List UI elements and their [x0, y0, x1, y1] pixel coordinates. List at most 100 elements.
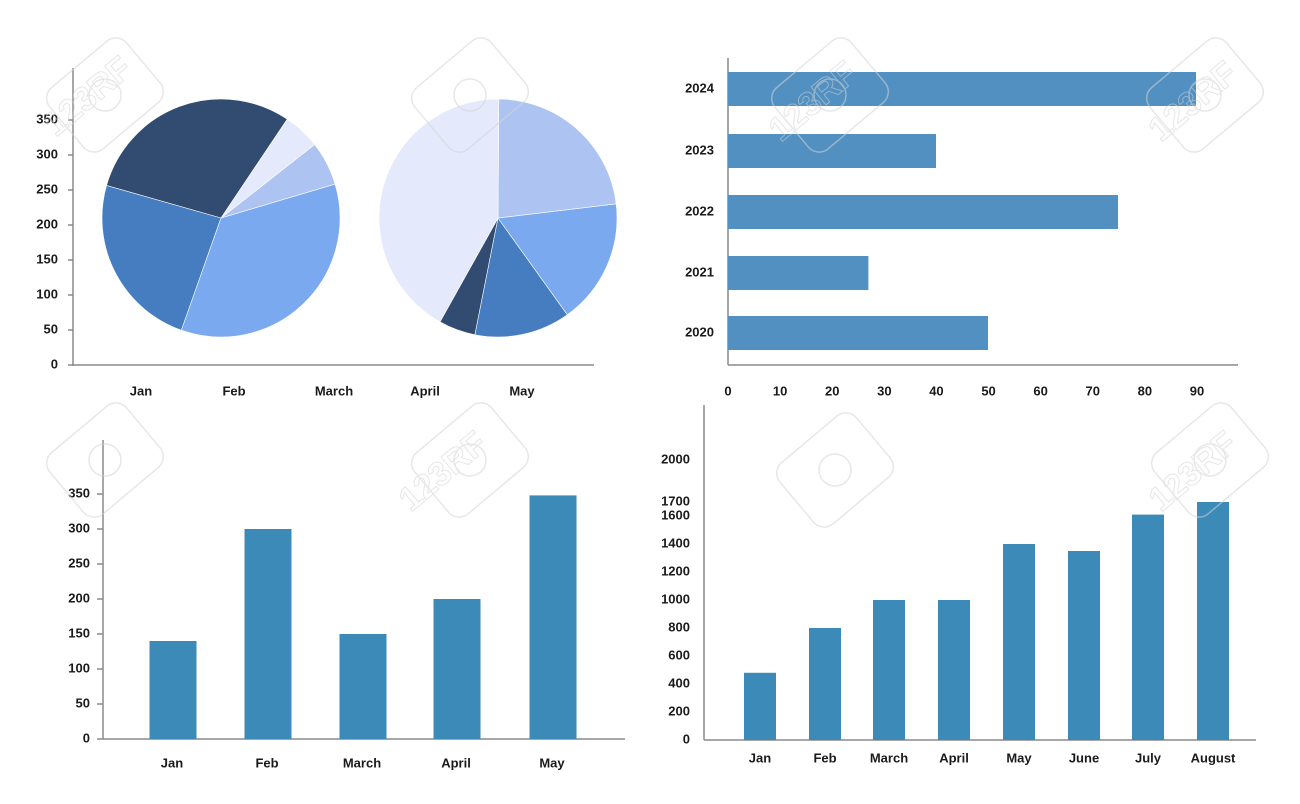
y-tick-label: 300	[68, 520, 90, 535]
y-tick-label: 50	[76, 695, 90, 710]
x-tick-label: Jan	[130, 383, 152, 398]
y-tick-label: 350	[68, 485, 90, 500]
y-tick-label: 2023	[685, 142, 714, 157]
y-tick-label: 350	[36, 111, 58, 126]
y-tick-label: 400	[668, 675, 690, 690]
bar	[809, 628, 841, 740]
x-tick-label: 80	[1138, 383, 1152, 398]
watermark-frame	[770, 37, 890, 153]
watermark-frame	[410, 37, 530, 153]
bar	[873, 600, 905, 740]
x-tick-label: Feb	[255, 755, 278, 770]
bar	[433, 599, 481, 739]
watermark-text: 123RF	[37, 49, 140, 144]
pie-slice	[474, 217, 568, 338]
x-tick-label: March	[315, 383, 353, 398]
watermark-lens	[88, 443, 122, 477]
pie	[101, 98, 341, 338]
x-tick-label: August	[1191, 750, 1236, 765]
x-tick-label: May	[509, 383, 535, 398]
watermark-icon	[45, 37, 165, 153]
bar	[1132, 514, 1164, 740]
x-tick-label: 40	[929, 383, 943, 398]
y-tick-label: 150	[36, 251, 58, 266]
watermark-lens	[1188, 78, 1222, 112]
x-tick-label: March	[343, 755, 381, 770]
y-tick-label: 0	[51, 356, 58, 371]
bar	[529, 495, 577, 739]
pie-slice	[497, 98, 617, 219]
x-tick-label: March	[870, 750, 908, 765]
watermark-lens	[818, 453, 852, 487]
bar	[728, 72, 1196, 106]
y-tick-label: 200	[68, 590, 90, 605]
y-tick-label: 2024	[685, 80, 715, 95]
watermark-lens	[453, 78, 487, 112]
watermark-frame	[410, 402, 530, 518]
watermark-icon	[770, 37, 890, 153]
bar	[1003, 544, 1035, 740]
pie-slice	[180, 183, 341, 338]
y-tick-label: 1700	[661, 493, 690, 508]
watermark-icon	[410, 37, 530, 153]
x-tick-label: April	[939, 750, 969, 765]
x-tick-label: May	[1006, 750, 1032, 765]
x-tick-label: 30	[877, 383, 891, 398]
watermark-frame	[45, 402, 165, 518]
watermark-frame	[45, 37, 165, 153]
bar	[728, 195, 1118, 229]
y-tick-label: 100	[36, 286, 58, 301]
y-tick-label: 800	[668, 619, 690, 634]
watermark-lens	[88, 78, 122, 112]
x-tick-label: 60	[1033, 383, 1047, 398]
y-tick-label: 200	[36, 216, 58, 231]
watermark-icon	[775, 412, 895, 528]
x-tick-label: April	[410, 383, 440, 398]
y-tick-label: 1400	[661, 535, 690, 550]
bar	[744, 672, 776, 740]
x-tick-label: 50	[981, 383, 995, 398]
watermark-icon	[410, 402, 530, 518]
y-tick-label: 600	[668, 647, 690, 662]
y-tick-label: 0	[83, 730, 90, 745]
x-tick-label: May	[539, 755, 565, 770]
x-tick-label: Jan	[749, 750, 771, 765]
y-tick-label: 1000	[661, 591, 690, 606]
bar	[1068, 551, 1100, 740]
watermark-frame	[775, 412, 895, 528]
x-tick-label: July	[1135, 750, 1162, 765]
y-tick-label: 2020	[685, 324, 714, 339]
watermark-icon	[1150, 402, 1270, 518]
watermark-lens	[453, 443, 487, 477]
x-tick-label: 70	[1086, 383, 1100, 398]
bar	[728, 256, 869, 290]
bar	[728, 134, 936, 168]
bar	[728, 316, 988, 350]
pie-slice	[378, 98, 500, 323]
bar	[938, 600, 970, 740]
y-tick-label: 100	[68, 660, 90, 675]
pie-slice	[101, 185, 222, 331]
bar	[1197, 502, 1229, 740]
y-tick-label: 0	[683, 731, 690, 746]
pie-panel: 0 50 100 150 200 250 300 350 Jan Feb March April May	[36, 68, 618, 398]
watermark-lens	[1193, 443, 1227, 477]
watermark-icon	[45, 402, 165, 518]
watermark-frame	[1150, 402, 1270, 518]
y-tick-label: 300	[36, 146, 58, 161]
y-tick-label: 200	[668, 703, 690, 718]
pie	[378, 98, 618, 338]
watermark-lens	[813, 78, 847, 112]
x-tick-label: 0	[724, 383, 731, 398]
x-tick-label: 20	[825, 383, 839, 398]
pie-slice	[220, 118, 316, 219]
x-tick-label: April	[441, 755, 471, 770]
pie-slice	[497, 203, 618, 316]
y-tick-label: 2022	[685, 203, 714, 218]
y-tick-label: 250	[68, 555, 90, 570]
y-tick-label: 1600	[661, 507, 690, 522]
y-tick-label: 50	[44, 321, 58, 336]
y-tick-label: 150	[68, 625, 90, 640]
